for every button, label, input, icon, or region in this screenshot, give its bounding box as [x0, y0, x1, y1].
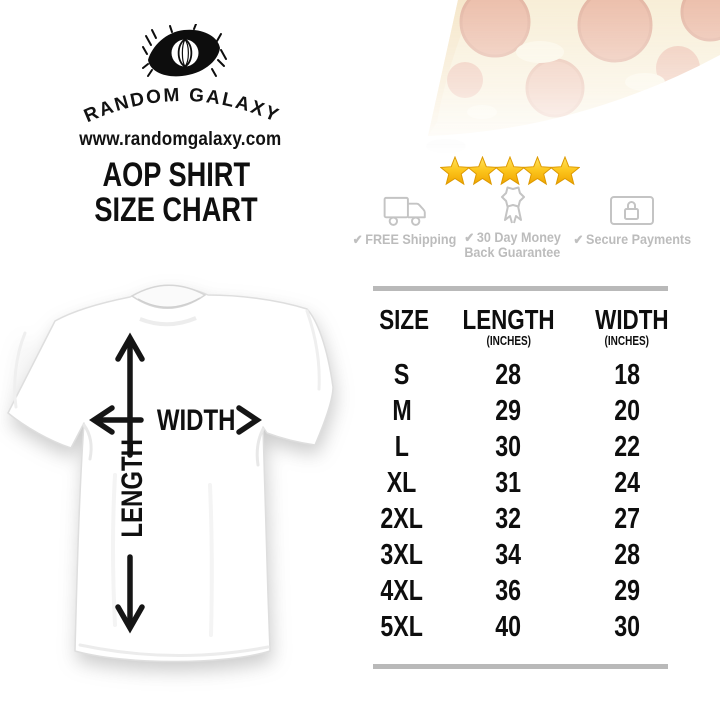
arrow-down-icon	[115, 604, 145, 634]
star-icon	[467, 156, 498, 185]
badge-free-shipping: ✔ FREE Shipping	[345, 194, 465, 247]
title-line2: SIZE CHART	[94, 191, 258, 229]
length-cell: 28	[495, 358, 522, 391]
length-cell: 40	[495, 610, 522, 643]
length-cell: 29	[495, 394, 522, 427]
badge-label-line2: Back Guarantee	[464, 244, 561, 260]
star-icon	[495, 156, 525, 185]
table-row: L 30 22	[373, 429, 668, 465]
arrow-right-icon	[236, 405, 262, 435]
width-cell: 27	[614, 502, 640, 535]
header-width: WIDTH (INCHES)	[595, 304, 669, 348]
header-length: LENGTH (INCHES)	[462, 304, 555, 348]
table-row: M 29 20	[373, 393, 668, 429]
length-cell: 36	[495, 574, 522, 607]
page-title: AOP SHIRT SIZE CHART	[16, 158, 336, 228]
star-icon	[440, 156, 470, 185]
size-cell: M	[392, 394, 412, 427]
length-label: LENGTH	[116, 439, 149, 538]
badge-money-back: ✔ 30 Day Money Back Guarantee	[450, 185, 575, 260]
arrow-up-icon	[115, 332, 145, 362]
truck-icon	[383, 196, 426, 226]
width-cell: 18	[614, 358, 640, 391]
secure-payment-icon	[610, 196, 654, 225]
random-galaxy-logo-icon	[142, 24, 227, 77]
title-line1: AOP SHIRT	[102, 156, 250, 194]
badge-label-line1: 30 Day Money	[476, 229, 561, 245]
width-cell: 29	[614, 574, 640, 607]
length-cell: 30	[495, 430, 522, 463]
brand-website: www.randomgalaxy.com	[78, 129, 282, 150]
width-cell: 30	[614, 610, 640, 643]
size-cell: 5XL	[380, 610, 424, 643]
width-label: WIDTH	[156, 404, 236, 437]
length-cell: 31	[495, 466, 522, 499]
size-table: SIZE LENGTH (INCHES) WIDTH (INCHES) S 28…	[373, 286, 669, 669]
size-cell: L	[394, 430, 410, 463]
check-icon: ✔	[573, 232, 584, 247]
brand-name-text: RANDOM GALAXY	[81, 85, 281, 127]
table-row: 3XL 34 28	[373, 537, 668, 573]
svg-text:RANDOM GALAXY: RANDOM GALAXY	[81, 85, 283, 127]
width-cell: 24	[614, 466, 640, 499]
length-cell: 32	[495, 502, 522, 535]
table-top-rule	[373, 286, 668, 291]
length-cell: 34	[495, 538, 522, 571]
check-icon: ✔	[464, 230, 475, 245]
badge-secure-payments: ✔ Secure Payments	[567, 195, 697, 247]
size-cell: 3XL	[380, 538, 424, 571]
size-cell: 2XL	[380, 502, 424, 535]
table-bottom-rule	[373, 664, 668, 669]
tshirt-image	[7, 284, 334, 663]
size-cell: 4XL	[380, 574, 424, 607]
brand-name-arc: RANDOM GALAXY	[81, 85, 283, 127]
table-row: S 28 18	[373, 357, 668, 393]
arrow-left-icon	[89, 405, 115, 435]
width-cell: 28	[614, 538, 640, 571]
header-size: SIZE	[379, 304, 430, 335]
badge-label: FREE Shipping	[365, 231, 457, 247]
table-row: 5XL 40 30	[373, 609, 668, 645]
badge-label: Secure Payments	[586, 231, 692, 247]
medal-icon	[500, 186, 525, 224]
check-icon: ✔	[353, 232, 364, 247]
table-row: 2XL 32 27	[373, 501, 668, 537]
size-cell: XL	[387, 466, 417, 499]
width-cell: 20	[614, 394, 640, 427]
table-body: S 28 18 M 29 20 L 30 22 XL 31 24 2XL 32	[373, 357, 668, 645]
table-row: XL 31 24	[373, 465, 668, 501]
table-row: 4XL 36 29	[373, 573, 668, 609]
pizza-slice-image	[426, 0, 720, 153]
table-header-row: SIZE LENGTH (INCHES) WIDTH (INCHES)	[373, 305, 668, 348]
star-icon	[522, 156, 553, 185]
size-cell: S	[394, 358, 410, 391]
five-star-rating	[440, 156, 580, 185]
star-icon	[550, 156, 580, 185]
width-cell: 22	[614, 430, 640, 463]
measurement-arrows	[89, 332, 262, 634]
